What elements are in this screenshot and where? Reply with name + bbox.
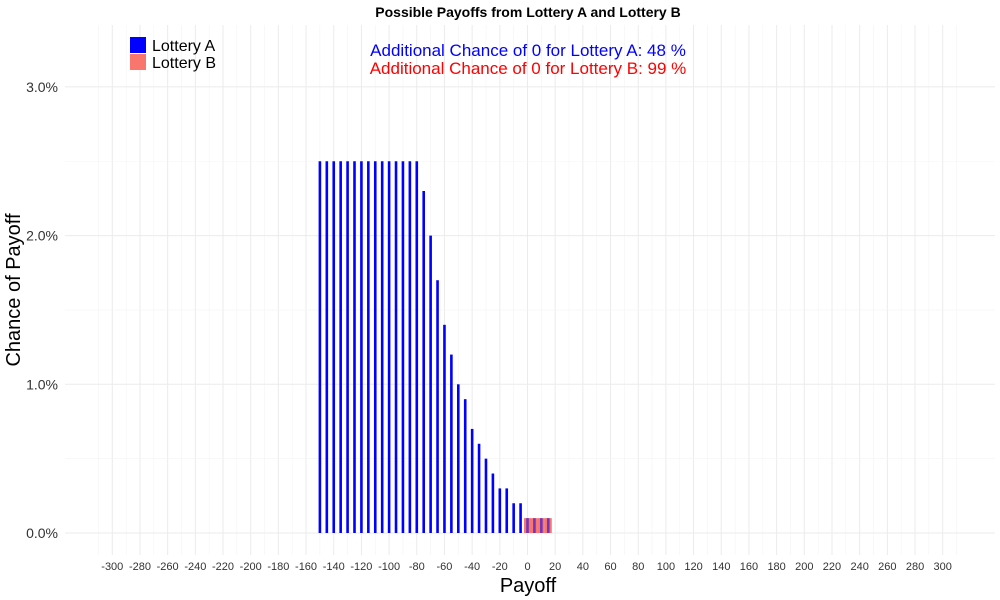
y-tick-label: 2.0% (26, 228, 58, 244)
bar-lottery-a (463, 399, 467, 533)
x-tick-label: 80 (632, 561, 644, 573)
x-tick-label: -40 (464, 561, 480, 573)
x-tick-label: -180 (267, 561, 289, 573)
x-tick-label: -300 (101, 561, 123, 573)
lottery-b-bars (524, 518, 552, 533)
x-tick-label: 0 (524, 561, 530, 573)
x-tick-label: 200 (795, 561, 813, 573)
x-tick-label: -80 (409, 561, 425, 573)
x-tick-label: -240 (184, 561, 206, 573)
bar-overlap (533, 518, 536, 533)
x-tick-label: 140 (712, 561, 730, 573)
x-tick-label: -280 (129, 561, 151, 573)
annotation-lottery-a: Additional Chance of 0 for Lottery A: 48… (370, 41, 686, 60)
y-tick-labels: 0.0% 1.0% 2.0% 3.0% (26, 79, 58, 541)
bar-lottery-a (457, 384, 460, 533)
chart-title: Possible Payoffs from Lottery A and Lott… (375, 4, 680, 20)
lottery-a-bars (318, 161, 522, 534)
bar-lottery-a (339, 161, 342, 533)
bar-lottery-a (332, 161, 336, 533)
x-tick-label: 300 (934, 561, 952, 573)
bar-lottery-a (450, 354, 453, 533)
x-tick-label: -20 (492, 561, 508, 573)
bar-lottery-a (373, 161, 377, 533)
x-tick-labels: -300 -280 -260 -240 -220 -200 -180 -160 -140 -120… (101, 561, 952, 573)
x-axis-title: Payoff (500, 575, 557, 597)
bar-lottery-a (401, 161, 405, 533)
bar-lottery-a (429, 235, 432, 533)
bar-lottery-a (470, 428, 474, 533)
x-tick-label: -160 (295, 561, 317, 573)
y-tick-label: 1.0% (26, 376, 58, 392)
bar-lottery-a (415, 161, 419, 533)
bar-lottery-a (443, 324, 446, 533)
x-tick-label: -60 (437, 561, 453, 573)
x-tick-label: 220 (823, 561, 841, 573)
x-tick-label: 180 (767, 561, 785, 573)
x-tick-label: 20 (549, 561, 561, 573)
bar-lottery-a (346, 161, 349, 533)
bar-lottery-a (498, 488, 502, 533)
bar-lottery-a (491, 473, 495, 533)
x-tick-label: 160 (740, 561, 758, 573)
x-tick-label: 40 (577, 561, 589, 573)
x-tick-label: -140 (323, 561, 345, 573)
x-tick-label: -200 (240, 561, 262, 573)
grid (65, 25, 995, 555)
y-tick-label: 0.0% (26, 525, 58, 541)
bar-lottery-a (353, 161, 356, 533)
bar-lottery-a (325, 161, 329, 533)
x-tick-label: 280 (906, 561, 924, 573)
bar-overlap (546, 518, 550, 533)
bar-lottery-a (408, 161, 412, 533)
bar-lottery-a (477, 443, 481, 533)
bar-lottery-a (394, 161, 398, 533)
x-tick-label: 100 (657, 561, 675, 573)
bar-lottery-a (360, 161, 363, 533)
x-tick-label: 120 (684, 561, 702, 573)
bar-lottery-a (387, 161, 391, 533)
x-tick-label: -100 (378, 561, 400, 573)
bar-lottery-a (436, 280, 439, 533)
bar-lottery-a (318, 161, 322, 533)
bar-lottery-a (519, 503, 522, 533)
bar-overlap (526, 518, 529, 533)
legend-label-lottery-b: Lottery B (152, 55, 216, 72)
x-tick-label: -220 (212, 561, 234, 573)
x-tick-label: 260 (878, 561, 896, 573)
x-tick-label: 240 (850, 561, 868, 573)
bar-lottery-a (512, 503, 515, 533)
bar-lottery-a (422, 190, 425, 534)
legend-swatch-lottery-b (130, 54, 146, 70)
bar-overlap (540, 518, 543, 533)
bar-lottery-a (380, 161, 384, 533)
legend: Lottery A Lottery B (130, 37, 216, 72)
bar-lottery-a (505, 488, 509, 533)
bar-lottery-a (367, 161, 370, 533)
annotation-lottery-b: Additional Chance of 0 for Lottery B: 99… (370, 59, 687, 78)
x-tick-label: 60 (604, 561, 616, 573)
legend-swatch-lottery-a (130, 37, 146, 53)
x-tick-label: -120 (350, 561, 372, 573)
legend-label-lottery-a: Lottery A (152, 38, 215, 55)
y-axis-title: Chance of Payoff (3, 213, 25, 367)
x-tick-label: -260 (157, 561, 179, 573)
y-tick-label: 3.0% (26, 79, 58, 95)
bar-lottery-a (484, 458, 488, 533)
